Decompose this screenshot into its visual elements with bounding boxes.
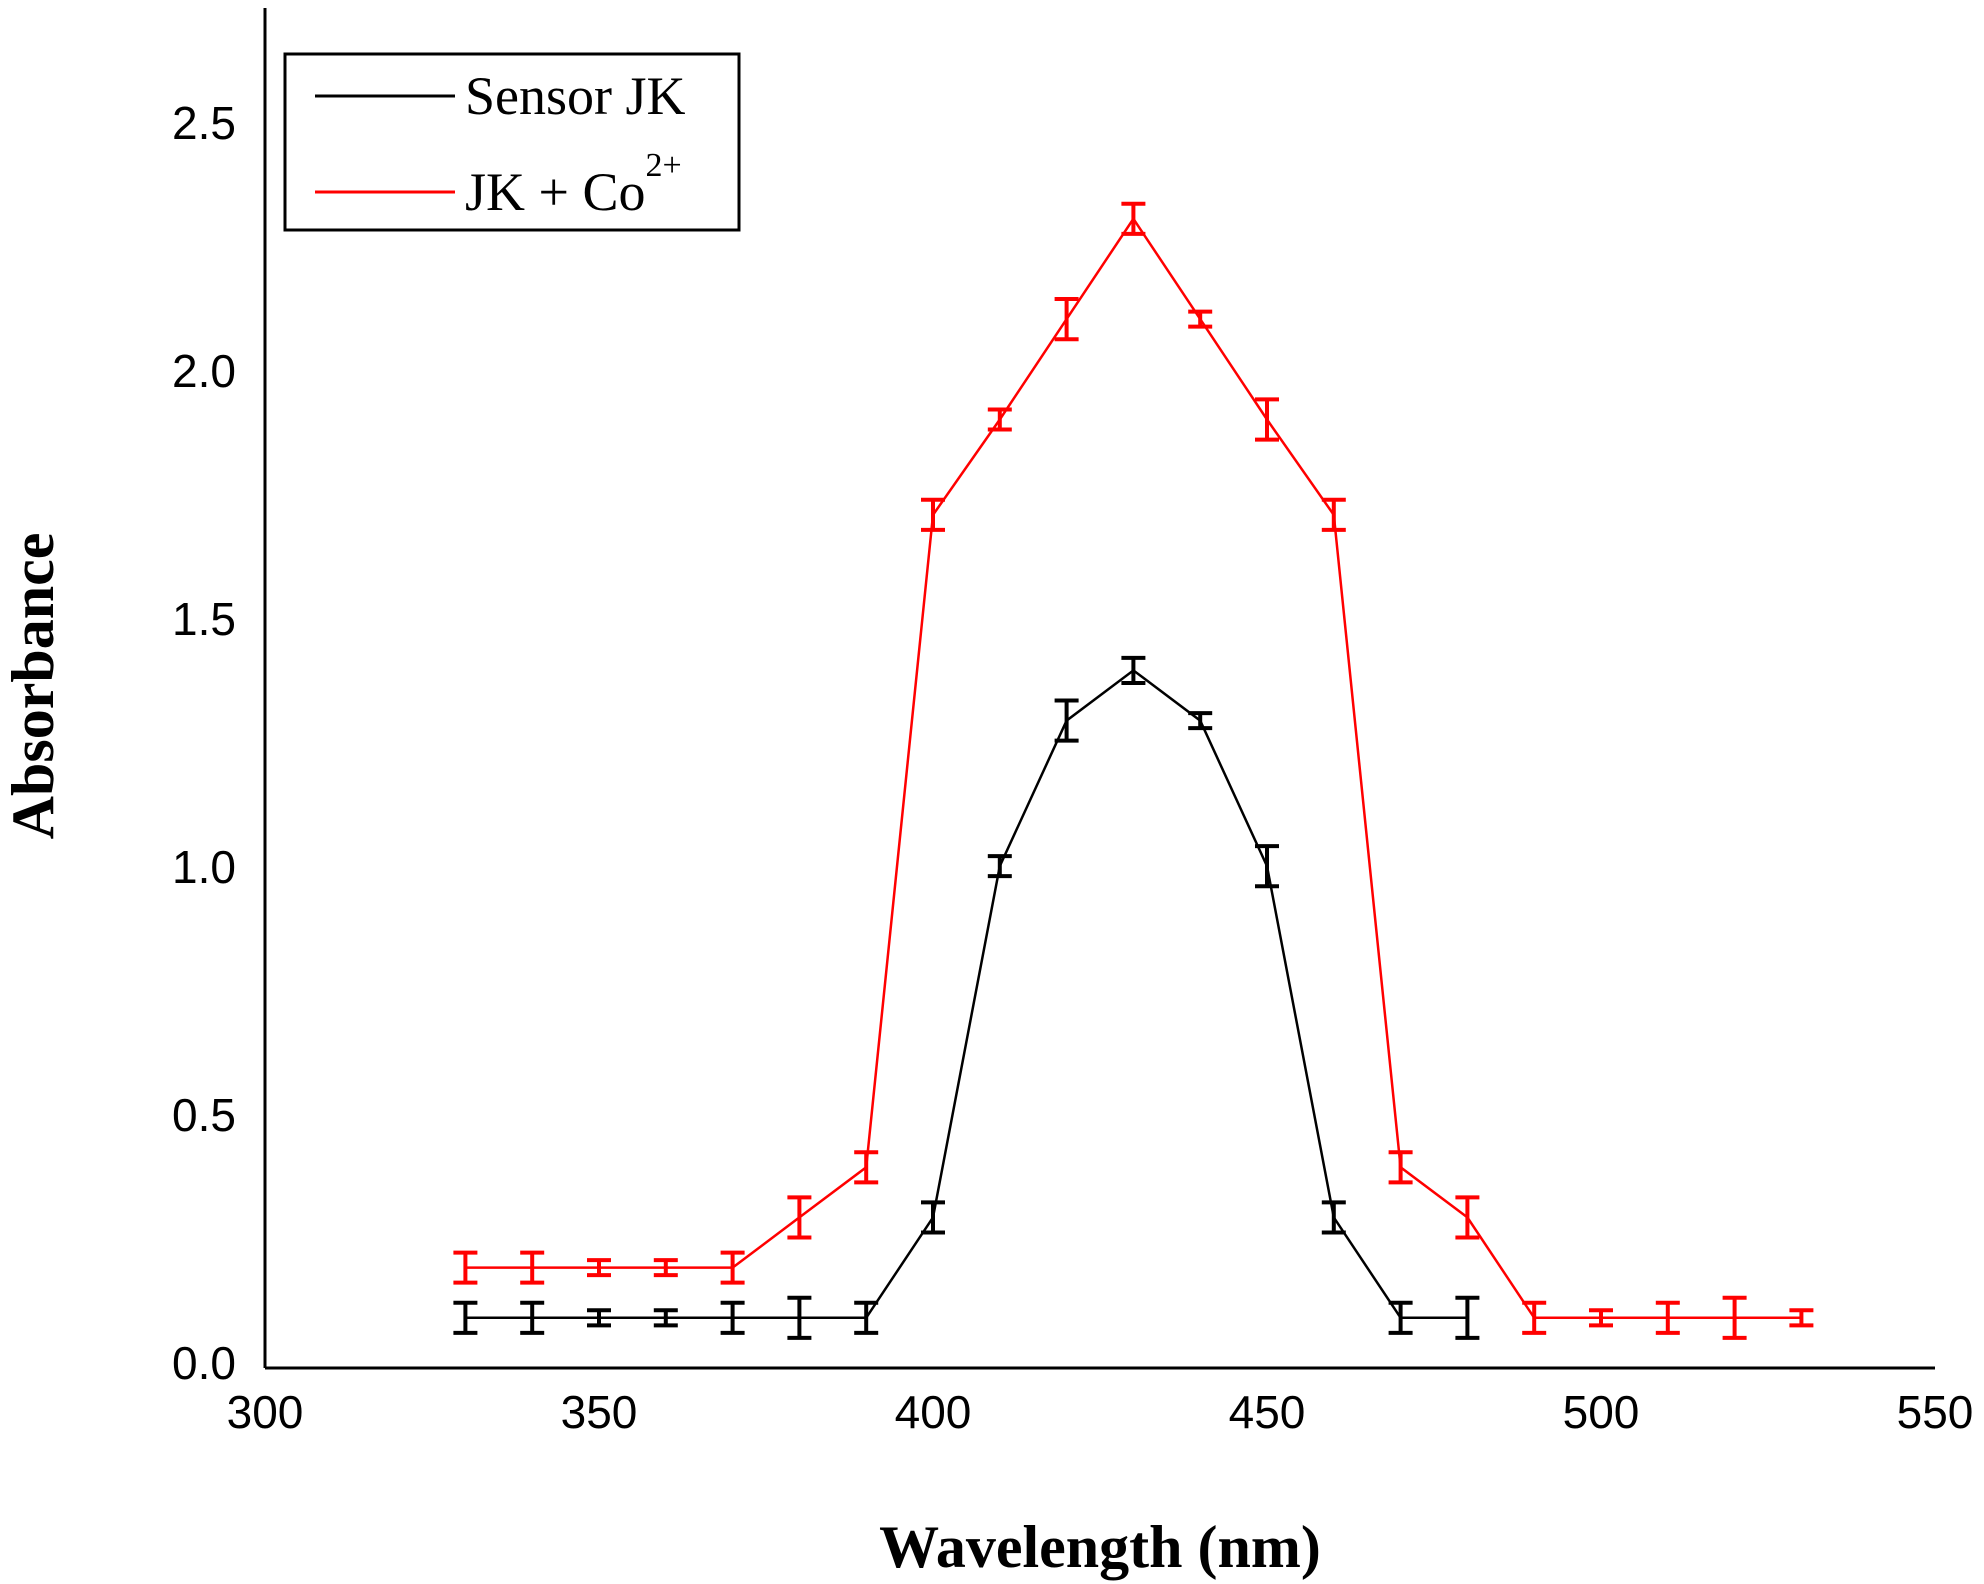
error-bar [520,1250,545,1285]
error-bar [987,407,1012,432]
error-bar [1789,1308,1814,1328]
series-line-0 [465,668,1468,1320]
y-tick-label: 2.5 [172,97,236,149]
error-bar [1054,698,1079,743]
error-bar [1455,1295,1480,1340]
x-tick-label: 550 [1897,1386,1974,1438]
error-bar [987,854,1012,879]
error-bar [921,1200,945,1235]
legend-box [283,52,741,232]
error-bar [787,1295,812,1340]
error-bar [1188,309,1213,329]
legend-label-jk-co-superscript: 2+ [645,147,681,184]
error-bar [1589,1308,1613,1328]
error-bar [587,1258,611,1278]
error-bar [1522,1300,1547,1335]
error-bar [653,1258,678,1278]
error-bar [1455,1195,1480,1240]
y-tick-labels: 0.0 0.5 1.0 1.5 2.0 2.5 [172,97,236,1389]
error-bar [453,1300,478,1335]
error-bar [1255,844,1279,889]
series-1 [453,201,1814,1340]
error-bar [921,497,945,532]
error-bar [653,1308,678,1328]
error-bar [720,1300,745,1335]
error-bar [520,1300,545,1335]
error-bar [1188,711,1213,731]
error-bar [787,1195,812,1240]
legend-label-jk-co: JK + Co2+ [465,147,682,222]
series-layer [453,201,1814,1340]
y-tick-label: 1.5 [172,593,236,645]
error-bar [1121,201,1146,236]
x-axis-title: Wavelength (nm) [879,1514,1321,1580]
error-bar [1655,1300,1680,1335]
legend-label-jk-co-text: JK + Co [465,162,645,222]
legend: Sensor JK JK + Co2+ [283,52,741,232]
x-tick-label: 450 [1229,1386,1306,1438]
error-bar [1388,1150,1413,1185]
legend-label-sensor-jk: Sensor JK [465,66,686,126]
y-tick-label: 2.0 [172,345,236,397]
x-tick-label: 300 [227,1386,304,1438]
series-0 [453,655,1480,1340]
y-tick-label: 1.0 [172,841,236,893]
x-tick-label: 500 [1563,1386,1640,1438]
error-bar [1255,397,1279,442]
series-line-1 [465,216,1802,1320]
y-axis-title: Absorbance [0,533,66,840]
error-bar [587,1308,611,1328]
error-bar [1722,1295,1747,1340]
error-bar [854,1150,879,1185]
y-tick-label: 0.5 [172,1089,236,1141]
error-bar [1388,1300,1413,1335]
y-tick-label: 0.0 [172,1337,236,1389]
error-bar [1121,655,1146,685]
x-tick-label: 350 [561,1386,638,1438]
error-bar [1321,497,1346,532]
x-tick-labels: 300 350 400 450 500 550 [227,1386,1974,1438]
error-bar [854,1300,879,1335]
error-bar [720,1250,745,1285]
error-bar [1321,1200,1346,1235]
error-bar [1054,297,1079,342]
error-bar [453,1250,478,1285]
x-tick-label: 400 [895,1386,972,1438]
